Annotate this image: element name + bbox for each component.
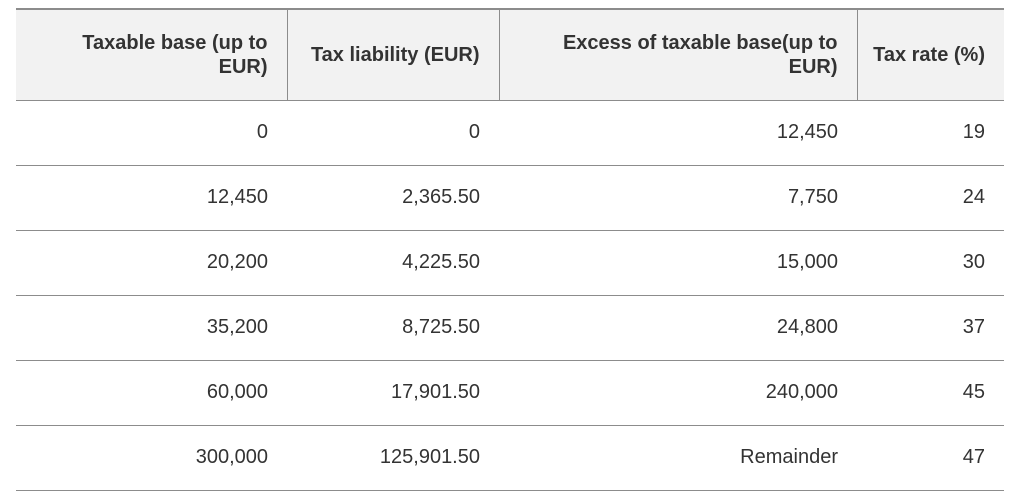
cell-taxable-base: 12,450: [16, 165, 287, 231]
table-row: 60,000 17,901.50 240,000 45: [16, 360, 1004, 426]
tax-rate-table: Taxable base (up to EUR) Tax liability (…: [16, 8, 1004, 491]
cell-excess-taxable-base: 240,000: [499, 360, 857, 426]
header-taxable-base: Taxable base (up to EUR): [16, 8, 287, 101]
cell-excess-taxable-base: Remainder: [499, 425, 857, 491]
cell-tax-rate: 24: [857, 165, 1004, 231]
cell-tax-rate: 37: [857, 295, 1004, 361]
header-tax-rate: Tax rate (%): [856, 8, 1004, 101]
cell-tax-rate: 47: [857, 425, 1004, 491]
cell-excess-taxable-base: 15,000: [499, 230, 857, 296]
cell-tax-liability: 8,725.50: [287, 295, 499, 361]
cell-tax-rate: 19: [857, 100, 1004, 166]
cell-tax-liability: 125,901.50: [287, 425, 499, 491]
table-row: 300,000 125,901.50 Remainder 47: [16, 425, 1004, 491]
table-row: 35,200 8,725.50 24,800 37: [16, 295, 1004, 361]
table-row: 20,200 4,225.50 15,000 30: [16, 230, 1004, 296]
cell-excess-taxable-base: 24,800: [499, 295, 857, 361]
header-row: Taxable base (up to EUR) Tax liability (…: [16, 8, 1004, 101]
tax-rate-table-container: Taxable base (up to EUR) Tax liability (…: [16, 8, 1004, 491]
table-body: 0 0 12,450 19 12,450 2,365.50 7,750 24 2…: [16, 100, 1004, 491]
cell-tax-rate: 45: [857, 360, 1004, 426]
cell-tax-liability: 2,365.50: [287, 165, 499, 231]
cell-excess-taxable-base: 12,450: [499, 100, 857, 166]
table-row: 12,450 2,365.50 7,750 24: [16, 165, 1004, 231]
header-excess-taxable-base: Excess of taxable base(up to EUR): [498, 8, 857, 101]
cell-taxable-base: 35,200: [16, 295, 287, 361]
cell-tax-rate: 30: [857, 230, 1004, 296]
cell-excess-taxable-base: 7,750: [499, 165, 857, 231]
cell-taxable-base: 300,000: [16, 425, 287, 491]
table-row: 0 0 12,450 19: [16, 100, 1004, 166]
cell-tax-liability: 17,901.50: [287, 360, 499, 426]
cell-tax-liability: 4,225.50: [287, 230, 499, 296]
table-header: Taxable base (up to EUR) Tax liability (…: [16, 8, 1004, 101]
cell-taxable-base: 20,200: [16, 230, 287, 296]
cell-taxable-base: 0: [16, 100, 287, 166]
header-tax-liability: Tax liability (EUR): [286, 8, 499, 101]
cell-tax-liability: 0: [287, 100, 499, 166]
cell-taxable-base: 60,000: [16, 360, 287, 426]
